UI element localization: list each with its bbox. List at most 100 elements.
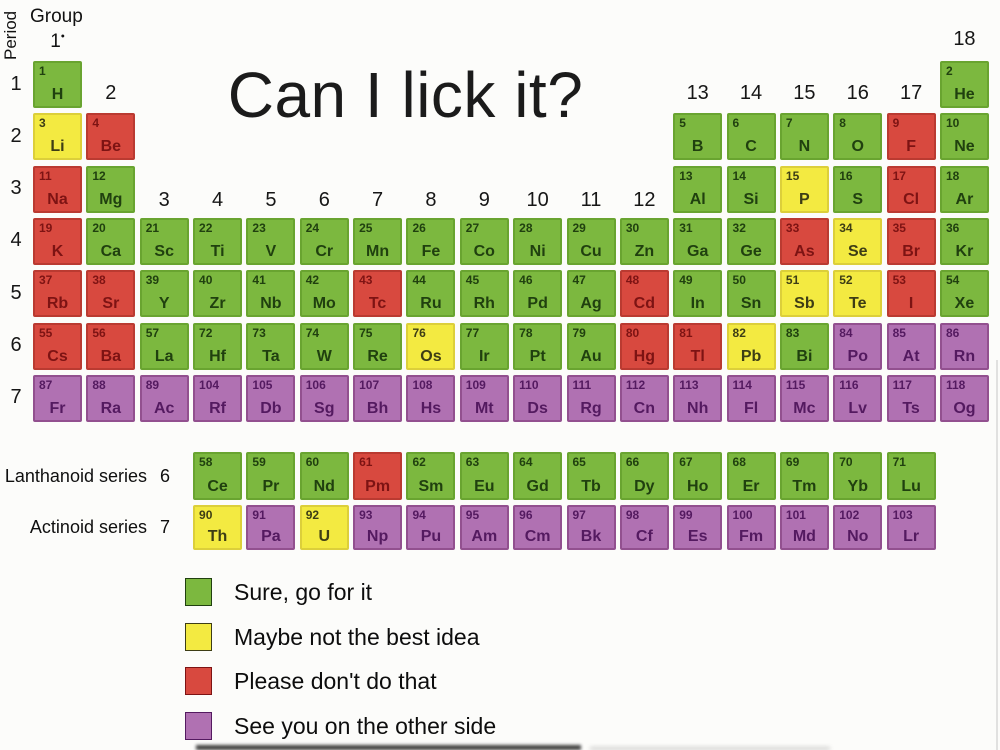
group-header-13: 13 bbox=[686, 82, 709, 104]
element-cell-Sr: 38 Sr bbox=[86, 270, 136, 318]
element-number: 118 bbox=[945, 377, 966, 392]
element-cell-Sg: 106 Sg bbox=[299, 374, 349, 422]
element-number: 4 bbox=[92, 116, 100, 131]
element-symbol: Nb bbox=[260, 295, 282, 313]
element-number: 28 bbox=[519, 220, 533, 235]
element-number: 98 bbox=[625, 508, 640, 522]
element-number: 78 bbox=[519, 325, 533, 340]
element-symbol: U bbox=[318, 528, 331, 545]
element-number: 17 bbox=[892, 168, 906, 183]
element-symbol: Fl bbox=[743, 399, 759, 417]
element-symbol: Pr bbox=[262, 478, 280, 495]
element-symbol: Md bbox=[792, 528, 816, 545]
element-symbol: Tb bbox=[581, 478, 601, 495]
group1-mark: • bbox=[60, 30, 65, 43]
element-number: 50 bbox=[732, 273, 746, 288]
element-number: 65 bbox=[572, 455, 586, 469]
element-number: 70 bbox=[839, 455, 853, 469]
element-symbol: Rh bbox=[473, 295, 495, 313]
element-symbol: Be bbox=[100, 138, 122, 156]
element-symbol: Na bbox=[47, 190, 68, 208]
element-number: 88 bbox=[92, 377, 106, 392]
element-cell-Tb: 65 Tb bbox=[566, 452, 616, 500]
element-cell-Zn: 30 Zn bbox=[619, 217, 669, 265]
period-label-1: 1 bbox=[10, 72, 22, 95]
element-symbol: Cs bbox=[47, 347, 68, 365]
group-header-10: 10 bbox=[526, 189, 549, 211]
element-cell-Fm: 100 Fm bbox=[726, 505, 776, 550]
element-number: 60 bbox=[305, 455, 320, 469]
element-number: 73 bbox=[252, 325, 266, 340]
element-symbol: Y bbox=[158, 295, 170, 313]
element-symbol: Lv bbox=[848, 399, 868, 417]
element-number: 68 bbox=[732, 455, 746, 469]
element-symbol: Os bbox=[420, 347, 442, 365]
element-cell-Fl: 114 Fl bbox=[726, 374, 776, 422]
element-symbol: Zr bbox=[209, 295, 226, 313]
element-cell-Po: 84 Po bbox=[833, 322, 883, 370]
element-number: 53 bbox=[892, 273, 906, 288]
period-label-2: 2 bbox=[10, 124, 22, 147]
element-number: 35 bbox=[892, 220, 906, 235]
element-cell-K: 19 K bbox=[33, 217, 82, 265]
element-symbol: In bbox=[690, 295, 705, 313]
element-number: 13 bbox=[679, 168, 693, 183]
element-cell-Rn: 86 Rn bbox=[939, 322, 989, 370]
element-number: 100 bbox=[732, 508, 753, 522]
element-number: 83 bbox=[785, 325, 800, 340]
actinoid-series-label: Actinoid series 7 bbox=[0, 505, 170, 550]
element-symbol: O bbox=[851, 138, 864, 156]
group-header-12: 12 bbox=[633, 189, 656, 211]
element-number: 91 bbox=[252, 508, 266, 522]
legend-swatch-green bbox=[185, 578, 212, 606]
element-cell-Rh: 45 Rh bbox=[459, 270, 509, 318]
element-number: 87 bbox=[39, 377, 53, 392]
element-number: 46 bbox=[519, 273, 533, 288]
element-number: 11 bbox=[39, 168, 52, 183]
element-cell-Eu: 63 Eu bbox=[459, 452, 509, 500]
element-symbol: H bbox=[51, 86, 64, 103]
element-symbol: Nh bbox=[687, 399, 709, 417]
element-symbol: Ce bbox=[207, 478, 228, 495]
element-symbol: Zn bbox=[634, 242, 655, 260]
element-symbol: Ar bbox=[955, 190, 974, 208]
element-cell-Al: 13 Al bbox=[673, 165, 723, 213]
element-number: 113 bbox=[679, 377, 699, 392]
element-symbol: Re bbox=[367, 347, 388, 365]
element-cell-Mn: 25 Mn bbox=[353, 217, 403, 265]
element-number: 67 bbox=[679, 455, 693, 469]
legend-swatch-red bbox=[185, 667, 212, 696]
element-number: 57 bbox=[145, 325, 160, 340]
period-label-4: 4 bbox=[10, 229, 22, 252]
element-cell-Nh: 113 Nh bbox=[673, 374, 723, 422]
element-cell-Si: 14 Si bbox=[726, 165, 776, 213]
group-header-15: 15 bbox=[793, 82, 816, 104]
element-number: 79 bbox=[572, 325, 586, 340]
element-symbol: P bbox=[799, 190, 810, 208]
element-number: 114 bbox=[732, 377, 752, 392]
element-cell-Mc: 115 Mc bbox=[779, 374, 829, 422]
element-number: 104 bbox=[199, 377, 220, 392]
element-symbol: F bbox=[906, 138, 916, 156]
element-cell-Tl: 81 Tl bbox=[673, 322, 723, 370]
element-number: 64 bbox=[519, 455, 533, 469]
element-symbol: Cr bbox=[315, 242, 334, 260]
element-number: 2 bbox=[945, 64, 953, 78]
period-label-7: 7 bbox=[10, 386, 22, 409]
element-cell-Cl: 17 Cl bbox=[886, 165, 936, 213]
element-symbol: Co bbox=[473, 242, 495, 260]
element-number: 58 bbox=[199, 455, 213, 469]
element-number: 27 bbox=[465, 220, 480, 235]
lanthanoid-series-period: 6 bbox=[159, 465, 170, 486]
element-cell-Ti: 22 Ti bbox=[193, 217, 243, 265]
element-number: 48 bbox=[625, 273, 640, 288]
element-symbol: Ag bbox=[580, 295, 602, 313]
element-number: 36 bbox=[945, 220, 960, 235]
element-cell-Se: 34 Se bbox=[833, 217, 883, 265]
element-number: 47 bbox=[572, 273, 586, 288]
element-symbol: Au bbox=[580, 347, 602, 365]
element-cell-Np: 93 Np bbox=[353, 505, 403, 550]
element-cell-Tm: 69 Tm bbox=[779, 452, 829, 500]
element-number: 63 bbox=[465, 455, 480, 469]
element-number: 56 bbox=[92, 325, 106, 340]
